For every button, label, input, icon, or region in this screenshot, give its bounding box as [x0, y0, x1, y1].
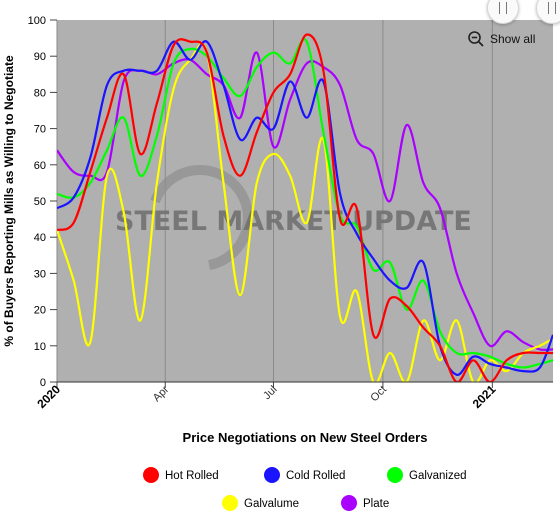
legend-label-galvanized[interactable]: Galvanized [409, 470, 467, 482]
series-line-galvalume [57, 43, 553, 382]
legend-swatch-galvanized [387, 467, 403, 483]
y-tick-label: 100 [28, 15, 46, 27]
legend-label-hot-rolled[interactable]: Hot Rolled [165, 470, 219, 482]
y-tick-label: 40 [34, 232, 46, 244]
show-all-button[interactable]: Show all [467, 29, 535, 49]
y-tick-label: 20 [34, 305, 46, 317]
y-tick-label: 0 [40, 377, 46, 389]
show-all-label: Show all [490, 32, 536, 46]
series-group [57, 33, 553, 382]
x-tick-label: 2020 [34, 382, 63, 411]
x-tick-label: Apr [151, 383, 172, 404]
zoom-out-icon [468, 31, 484, 47]
y-tick-label: 30 [34, 268, 46, 280]
legend-swatch-galvalume [222, 495, 238, 511]
y-axis-ticks: 0 10 20 30 40 50 60 70 80 90 100 [28, 15, 57, 389]
legend-label-cold-rolled[interactable]: Cold Rolled [286, 470, 345, 482]
x-tick-label: Oct [368, 384, 389, 405]
gridlines [56, 20, 493, 382]
x-axis-label: Price Negotiations on New Steel Orders [183, 430, 428, 445]
y-tick-label: 80 [34, 87, 46, 99]
legend-swatch-hot-rolled [143, 467, 159, 483]
series-line-galvanized [57, 38, 553, 369]
x-tick-label: 2021 [470, 382, 499, 411]
x-axis-ticks: 2020 Apr Jul Oct 2021 [34, 382, 498, 411]
y-tick-label: 50 [34, 196, 46, 208]
legend: Hot Rolled Cold Rolled Galvanized Galvalume… [143, 467, 467, 511]
legend-label-galvalume[interactable]: Galvalume [244, 498, 299, 510]
y-axis-label: % of Buyers Reporting Mills as Willing t… [2, 55, 16, 347]
y-tick-label: 60 [34, 160, 46, 172]
legend-swatch-cold-rolled [264, 467, 280, 483]
watermark-text: STEEL MARKET UPDATE [115, 206, 472, 237]
legend-label-plate[interactable]: Plate [363, 498, 389, 510]
legend-swatch-plate [341, 495, 357, 511]
y-tick-label: 70 [34, 124, 46, 136]
series-line-cold-rolled [57, 40, 553, 376]
y-tick-label: 90 [34, 51, 46, 63]
x-tick-label: Jul [261, 384, 279, 402]
y-tick-label: 10 [34, 341, 46, 353]
series-line-hot-rolled [57, 33, 553, 382]
